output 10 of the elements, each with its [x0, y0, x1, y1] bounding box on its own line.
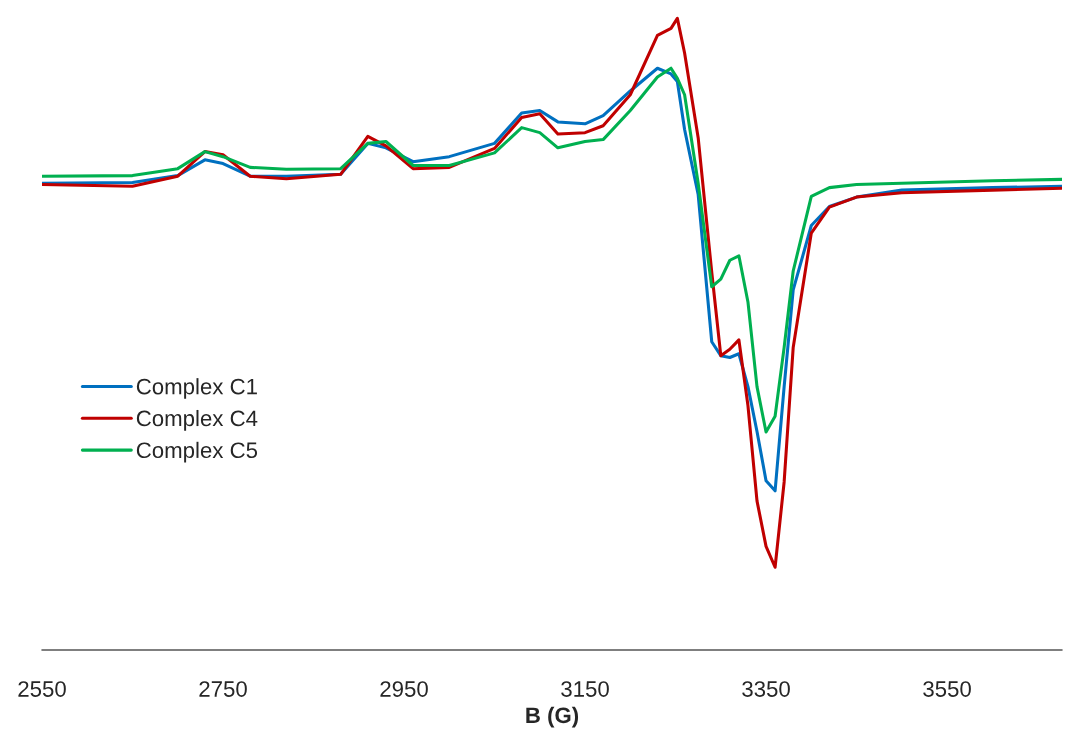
x-tick-label: 2550: [18, 681, 66, 697]
legend-label: Complex C5: [136, 441, 258, 463]
x-tick-label: 2750: [199, 681, 247, 697]
x-axis-title: B (G): [526, 706, 579, 728]
x-tick-label: 3550: [923, 681, 971, 697]
legend-label: Complex C1: [136, 378, 257, 399]
x-tick-label: 3350: [742, 681, 790, 697]
x-tick-label: 2950: [380, 681, 428, 697]
legend-label: Complex C4: [136, 409, 258, 431]
x-tick-label: 3150: [561, 681, 609, 697]
